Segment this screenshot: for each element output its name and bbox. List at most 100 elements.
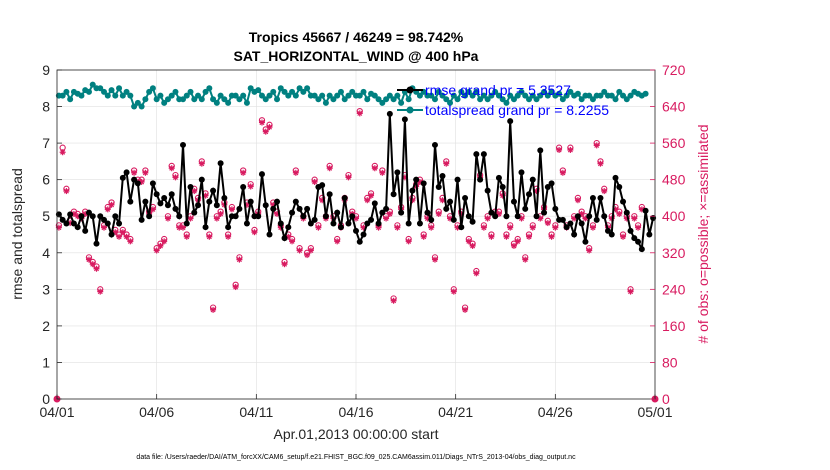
totalspread-point (484, 96, 491, 103)
obs-assimilated-point (559, 169, 566, 176)
rmse-point (164, 202, 171, 209)
legend-rmse-marker (406, 86, 414, 94)
totalspread-point (559, 96, 566, 103)
rmse-point (292, 198, 299, 205)
rmse-point (240, 183, 247, 190)
obs-assimilated-point (210, 306, 217, 313)
rmse-point (571, 231, 578, 238)
rmse-point (326, 191, 333, 198)
obs-assimilated-point (179, 224, 186, 231)
totalspread-point (458, 88, 465, 95)
obs-assimilated-point (544, 220, 551, 227)
obs-assimilated-point (63, 188, 70, 195)
rmse-point (187, 183, 194, 190)
rmse-point (492, 213, 499, 220)
totalspread-point (179, 96, 186, 103)
totalspread-point (537, 92, 544, 99)
rmse-point (304, 205, 311, 212)
rmse-point (401, 116, 408, 123)
obs-assimilated-point (556, 146, 563, 153)
totalspread-point (522, 92, 529, 99)
rmse-point (563, 224, 570, 231)
rmse-point (183, 220, 190, 227)
obs-assimilated-point (258, 119, 265, 126)
rmse-point (503, 213, 510, 220)
obs-assimilated-point (225, 233, 232, 240)
totalspread-point (507, 92, 514, 99)
x-tick-label: 04/01 (39, 404, 74, 420)
rmse-point (349, 213, 356, 220)
rmse-point (405, 220, 412, 227)
legend: rmse grand pr = 5.3527 totalspread grand… (397, 82, 609, 118)
rmse-point (217, 160, 224, 167)
totalspread-point (620, 92, 627, 99)
totalspread-point (221, 96, 228, 103)
rmse-point (465, 213, 472, 220)
rmse-point (146, 213, 153, 220)
obs-assimilated-point (198, 160, 205, 167)
legend-rmse-label: rmse grand pr = 5.3527 (425, 82, 571, 98)
obs-assimilated-point (526, 233, 533, 240)
obs-assimilated-point (390, 297, 397, 304)
totalspread-point (578, 96, 585, 103)
totalspread-point (319, 92, 326, 99)
rmse-point (59, 216, 66, 223)
obs-assimilated-point (574, 197, 581, 204)
obs-assimilated-point (183, 233, 190, 240)
rmse-point (627, 227, 634, 234)
rmse-point (356, 238, 363, 245)
y-right-tick-label: 0 (662, 391, 670, 407)
obs-assimilated-point (119, 229, 126, 236)
rmse-point (127, 198, 134, 205)
totalspread-point (514, 92, 521, 99)
totalspread-point (97, 85, 104, 92)
x-tick-label: 04/06 (139, 404, 174, 420)
obs-assimilated-point (443, 160, 450, 167)
obs-assimilated-point (104, 206, 111, 213)
totalspread-point (469, 92, 476, 99)
totalspread-point (149, 85, 156, 92)
totalspread-point (379, 99, 386, 106)
rmse-point (85, 209, 92, 216)
totalspread-point (330, 96, 337, 103)
totalspread-point (518, 88, 525, 95)
rmse-point (307, 220, 314, 227)
rmse-point (247, 198, 254, 205)
rmse-point (334, 209, 341, 216)
rmse-point (296, 205, 303, 212)
totalspread-point (168, 92, 175, 99)
y-right-tick-label: 560 (662, 135, 686, 151)
rmse-point (364, 220, 371, 227)
obs-assimilated-point (368, 192, 375, 199)
rmse-point (552, 205, 559, 212)
totalspread-point (236, 96, 243, 103)
rmse-point (537, 147, 544, 154)
totalspread-point (574, 90, 581, 97)
totalspread-point (586, 92, 593, 99)
totalspread-point (627, 92, 634, 99)
rmse-point (473, 151, 480, 158)
obs-assimilated-point (503, 233, 510, 240)
rmse-point (416, 220, 423, 227)
obs-assimilated-point (484, 215, 491, 222)
totalspread-point (447, 99, 454, 106)
totalspread-point (247, 85, 254, 92)
obs-assimilated-point (247, 183, 254, 190)
rmse-point (63, 220, 70, 227)
obs-assimilated-point (59, 149, 66, 156)
totalspread-point (589, 96, 596, 103)
totalspread-point (195, 92, 202, 99)
obs-assimilated-point (469, 242, 476, 249)
totalspread-point (104, 92, 111, 99)
obs-assimilated-point (465, 238, 472, 245)
rmse-point (631, 235, 638, 242)
obs-assimilated-point (228, 206, 235, 213)
rmse-point (443, 205, 450, 212)
y-left-tick-label: 1 (42, 354, 50, 370)
totalspread-point (63, 88, 70, 95)
obs-assimilated-point (454, 224, 461, 231)
obs-assimilated-point (206, 233, 213, 240)
totalspread-point (541, 88, 548, 95)
totalspread-point (266, 92, 273, 99)
obs-assimilated-point (213, 215, 220, 222)
